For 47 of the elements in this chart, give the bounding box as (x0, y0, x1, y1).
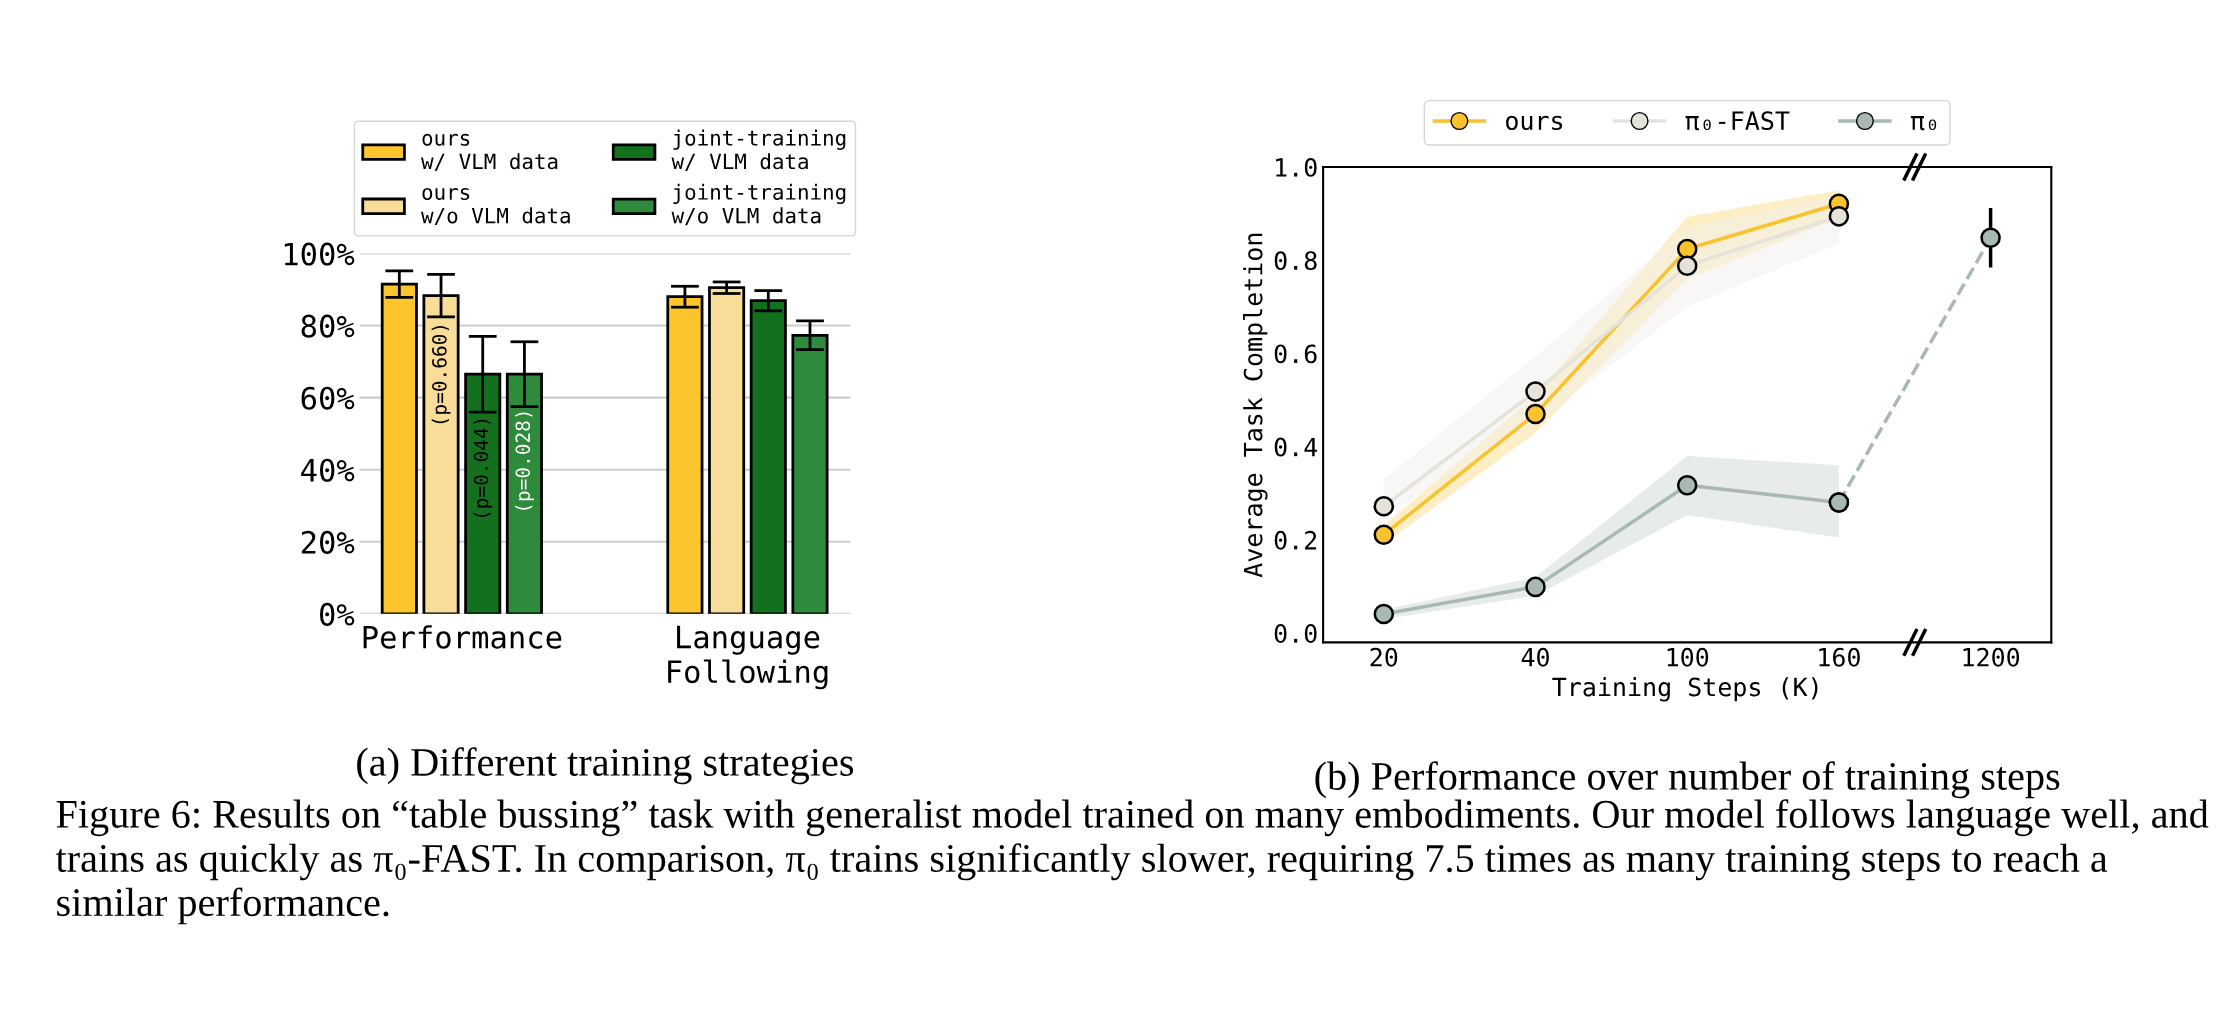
point (1373, 524, 1395, 545)
y-tick-label: 0.4 (1274, 437, 1318, 457)
y-axis-title: Average Task Completion (1243, 233, 1268, 578)
x-axis-title: Training Steps (K) (1552, 677, 1818, 702)
text: (a) Different training strategies (357, 747, 854, 785)
legend-label: ours w/o VLM data (421, 188, 570, 226)
legend-label: π₀-FAST (1685, 111, 1790, 131)
x-tick-label: 1200 (1963, 647, 2020, 667)
legend-label: joint-training w/o VLM data (671, 183, 846, 226)
point (1525, 403, 1546, 425)
point (1980, 227, 2001, 249)
x-tick-label: 100 (1667, 647, 1709, 667)
caption: Figure 6: Results on “table bussing” task with generalist model trained on many embodiments. Our model follows language well, and trains as quickly as π₀-FAST. In comparison, π₀ trains significantly slower, requiring 7.5 times as many training steps to reach a similar performance. (55, 799, 2209, 925)
y-tick-label: 100% (284, 242, 355, 266)
point (1676, 255, 1698, 277)
y-tick-label: 0.2 (1274, 530, 1317, 550)
y-tick-label: 40% (301, 458, 355, 482)
point (1525, 576, 1546, 598)
y-tick-label: 1.0 (1276, 157, 1317, 177)
annotation: (p=0.044) (473, 419, 493, 517)
legend-label: ours w/ VLM data (421, 133, 558, 171)
x-tick-label: Performance (363, 625, 562, 649)
point (1676, 238, 1698, 260)
point (1828, 492, 1850, 513)
legend-label: joint-training w/ VLM data (671, 129, 846, 171)
x-tick-label: 20 (1370, 647, 1398, 667)
x-tick-label: 160 (1819, 647, 1860, 667)
y-tick-label: 0% (319, 602, 355, 626)
y-tick-label: 80% (301, 314, 355, 338)
point (1525, 381, 1546, 402)
bar (708, 286, 746, 614)
y-tick-label: 0.0 (1274, 624, 1317, 643)
point (1676, 475, 1698, 496)
y-tick-label: 60% (301, 386, 355, 410)
annotation: (p=0.660) (431, 325, 451, 424)
y-tick-label: 0.8 (1274, 251, 1317, 271)
annotation: (p=0.028) (515, 412, 534, 510)
point (1373, 495, 1395, 517)
y-tick-label: 20% (301, 530, 355, 554)
legend-label: π₀ (1910, 116, 1937, 131)
legend-label: ours (1506, 115, 1563, 131)
x-tick-label: 40 (1521, 647, 1549, 667)
point (1373, 603, 1395, 625)
y-tick-label: 0.6 (1274, 344, 1317, 364)
text: (b) Performance over number of training steps (1315, 761, 2060, 799)
point (1828, 206, 1850, 227)
x-tick-label: Language Following (668, 625, 828, 690)
